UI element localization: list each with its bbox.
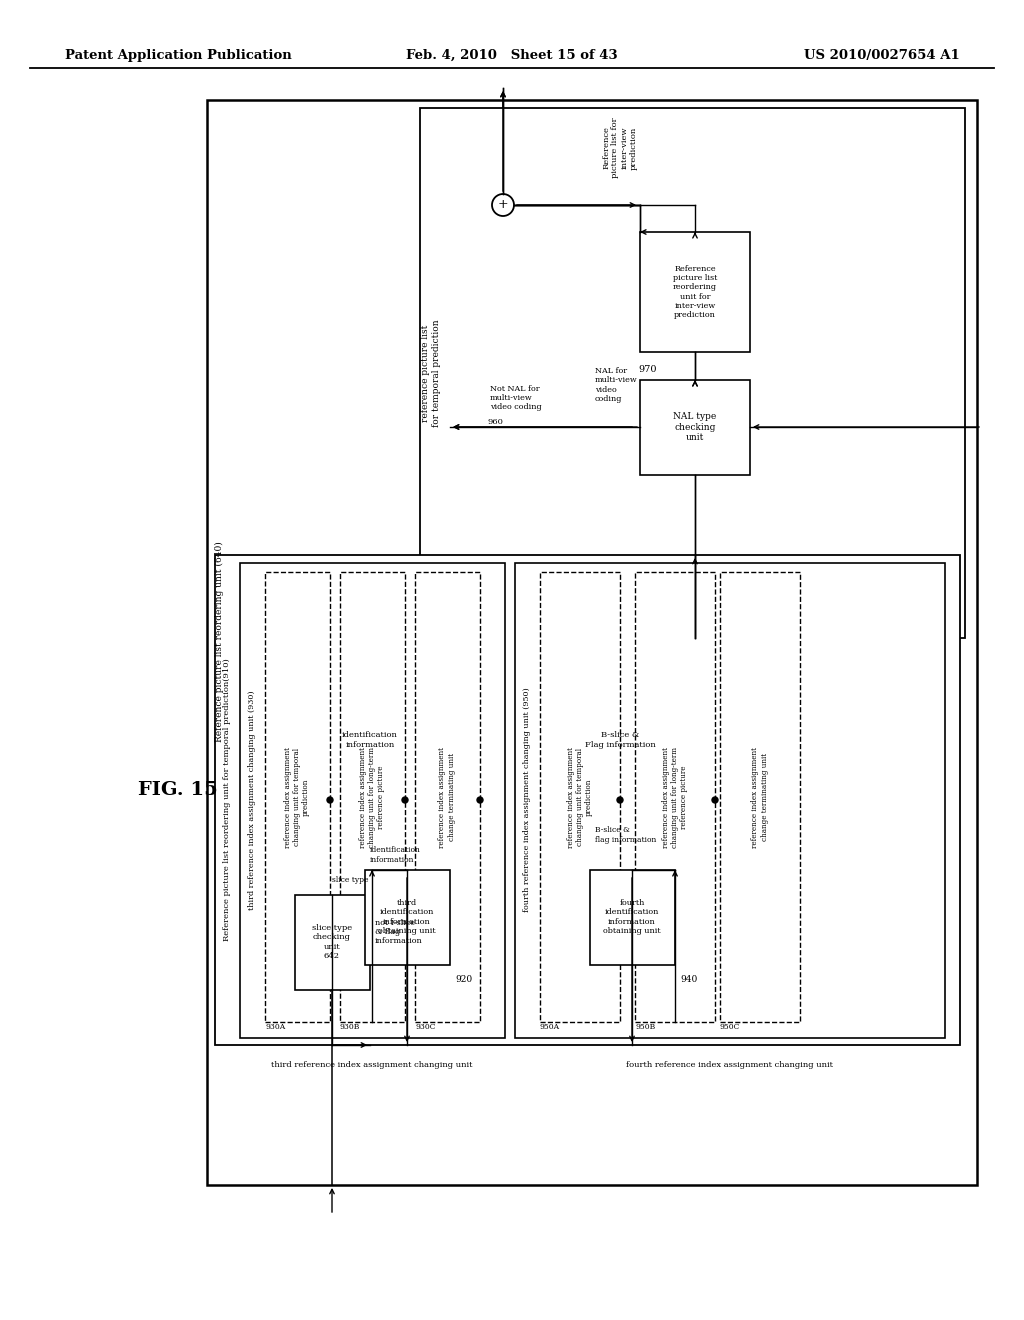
Text: third reference index assignment changing unit (930): third reference index assignment changin…	[248, 690, 256, 909]
Bar	[207, 100, 977, 1185]
Text: 950C: 950C	[720, 1023, 740, 1031]
Text: Reference picture list reordering unit for temporal prediction(910): Reference picture list reordering unit f…	[223, 659, 231, 941]
Text: third
identification
information
obtaining unit: third identification information obtaini…	[378, 899, 436, 935]
Text: +: +	[498, 198, 508, 211]
Text: 950A: 950A	[540, 1023, 560, 1031]
Text: 970: 970	[638, 366, 656, 375]
Text: Feb. 4, 2010   Sheet 15 of 43: Feb. 4, 2010 Sheet 15 of 43	[407, 49, 617, 62]
Text: NAL type
checking
unit: NAL type checking unit	[674, 412, 717, 442]
Circle shape	[402, 797, 408, 803]
Text: slice type: slice type	[332, 876, 369, 884]
Text: reference picture list
for temporal prediction: reference picture list for temporal pred…	[421, 319, 440, 426]
Text: B-slice &
Flag information: B-slice & Flag information	[585, 731, 655, 748]
Bar	[720, 572, 800, 1022]
Circle shape	[477, 797, 483, 803]
Text: US 2010/0027654 A1: US 2010/0027654 A1	[804, 49, 961, 62]
Bar	[215, 554, 961, 1045]
Text: 930C: 930C	[415, 1023, 435, 1031]
Bar	[640, 380, 750, 475]
Text: fourth
identification
information
obtaining unit: fourth identification information obtain…	[603, 899, 660, 935]
Text: third reference index assignment changing unit: third reference index assignment changin…	[271, 1061, 473, 1069]
Bar	[515, 564, 945, 1038]
Text: 920: 920	[455, 975, 472, 985]
Text: not I-slice
& flag
information: not I-slice & flag information	[375, 919, 423, 945]
Bar	[415, 572, 480, 1022]
Bar	[540, 572, 620, 1022]
Text: Reference
picture list
reordering
unit for
inter-view
prediction: Reference picture list reordering unit f…	[673, 265, 717, 319]
Text: reference index assignment
changing unit for long-term
reference picture: reference index assignment changing unit…	[358, 747, 385, 847]
Text: reference index assignment
changing unit for temporal
prediction: reference index assignment changing unit…	[567, 747, 593, 847]
Text: 930A: 930A	[265, 1023, 286, 1031]
Text: Patent Application Publication: Patent Application Publication	[65, 49, 292, 62]
Text: FIG. 15: FIG. 15	[138, 781, 218, 799]
Circle shape	[327, 797, 333, 803]
Text: Not NAL for
multi-view
video coding: Not NAL for multi-view video coding	[490, 385, 542, 412]
Text: 950B: 950B	[635, 1023, 655, 1031]
Text: Reference picture list reordering unit (640): Reference picture list reordering unit (…	[214, 541, 223, 742]
Text: B-slice &
flag information: B-slice & flag information	[595, 826, 656, 843]
Text: 930B: 930B	[340, 1023, 360, 1031]
Text: fourth reference index assignment changing unit (950): fourth reference index assignment changi…	[523, 688, 531, 912]
Text: reference index assignment
changing unit for temporal
prediction: reference index assignment changing unit…	[284, 747, 310, 847]
Bar	[265, 572, 330, 1022]
Circle shape	[617, 797, 623, 803]
Bar	[635, 572, 715, 1022]
Text: 960: 960	[488, 418, 504, 426]
Text: reference index assignment
changing unit for long-term
reference picture: reference index assignment changing unit…	[662, 747, 688, 847]
Bar	[340, 572, 406, 1022]
Circle shape	[712, 797, 718, 803]
Text: identification
information: identification information	[342, 731, 398, 748]
Text: 940: 940	[680, 975, 697, 985]
Text: identification
information: identification information	[370, 846, 421, 863]
Bar	[295, 895, 370, 990]
Text: reference index assignment
change terminating unit: reference index assignment change termin…	[752, 747, 769, 847]
Bar	[590, 870, 675, 965]
Text: reference index assignment
change terminating unit: reference index assignment change termin…	[438, 747, 456, 847]
Bar	[240, 564, 505, 1038]
Bar	[365, 870, 450, 965]
Text: fourth reference index assignment changing unit: fourth reference index assignment changi…	[627, 1061, 834, 1069]
Bar	[640, 232, 750, 352]
Text: NAL for
multi-view
video
coding: NAL for multi-view video coding	[595, 367, 638, 403]
Text: slice type
checking
unit
642: slice type checking unit 642	[312, 924, 352, 960]
Bar	[420, 108, 965, 638]
Text: Reference
picture list for
inter-view
prediction: Reference picture list for inter-view pr…	[602, 117, 638, 178]
